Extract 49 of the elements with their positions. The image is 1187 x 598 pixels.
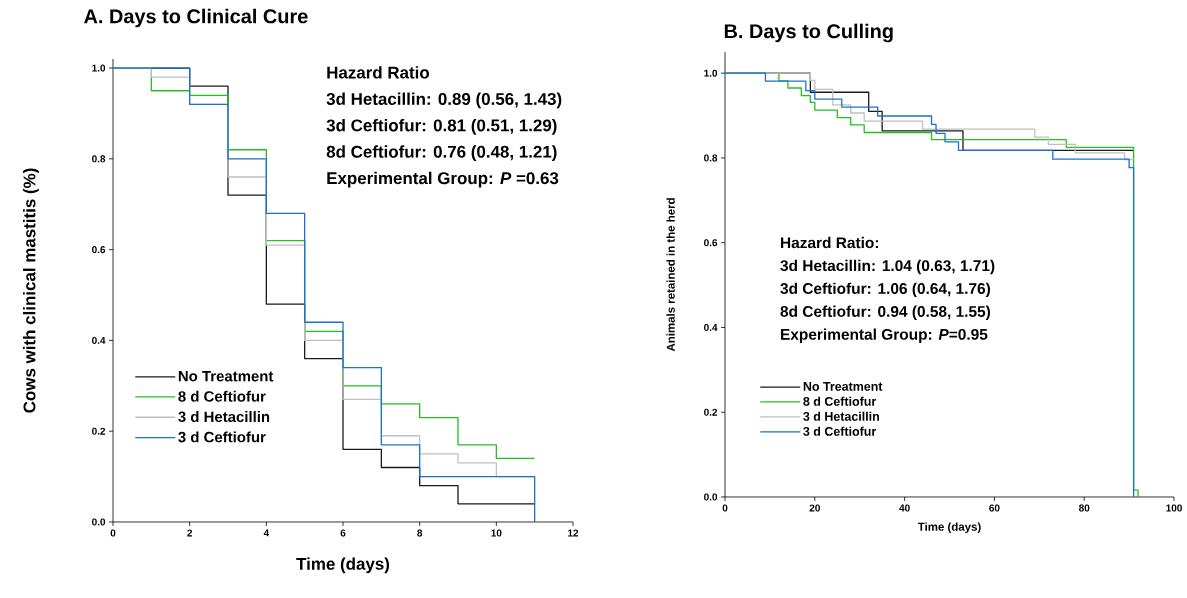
x-tick-label: 20	[809, 504, 820, 512]
annotation: 3d Hetacillin: 0.89 (0.56, 1.43)	[326, 92, 562, 109]
legend-label: 8 d Ceftiofur	[178, 390, 266, 402]
x-tick-label: 8	[417, 529, 423, 537]
legend-label: 3 d Ceftiofur	[178, 431, 266, 443]
y-axis-title: Animals retained in the herd	[666, 198, 675, 352]
x-tick-label: 0	[110, 529, 116, 537]
legend-label: No Treatment	[803, 382, 883, 391]
legend-label: No Treatment	[178, 371, 274, 382]
x-axis-title: Time (days)	[296, 557, 390, 574]
y-tick-label: 0.8	[704, 154, 718, 162]
y-tick-label: 0.0	[92, 518, 106, 526]
chart-title: A. Days to Clinical Cure	[84, 8, 308, 28]
annotation: Hazard Ratio:	[781, 236, 879, 249]
x-tick-label: 10	[491, 529, 502, 537]
x-tick-label: 60	[989, 504, 1000, 512]
legend-label: 8 d Ceftiofur	[803, 396, 877, 406]
y-tick-label: 0.2	[704, 408, 718, 416]
legend-label: 3 d Hetacillin	[178, 411, 270, 423]
x-tick-label: 2	[187, 529, 193, 537]
y-tick-label: 0.8	[92, 155, 106, 163]
legend-label: 3 d Hetacillin	[803, 411, 879, 421]
y-tick-label: 0.4	[92, 336, 106, 344]
y-tick-label: 0.6	[704, 239, 718, 247]
annotation: 3d Ceftiofur: 1.06 (0.64, 1.76)	[780, 282, 991, 298]
annotation: 8d Ceftiofur: 0.76 (0.48, 1.21)	[326, 145, 557, 162]
y-tick-label: 0.4	[704, 323, 718, 331]
y-tick-label: 1.0	[92, 64, 106, 72]
annotation: Hazard Ratio	[327, 66, 430, 79]
y-tick-label: 0.0	[704, 493, 718, 501]
annotation: 8d Ceftiofur: 0.94 (0.58, 1.55)	[780, 305, 991, 320]
x-tick-label: 4	[263, 529, 270, 537]
y-tick-label: 0.6	[92, 246, 106, 254]
x-tick-label: 0	[722, 504, 728, 512]
x-tick-label: 12	[568, 529, 579, 537]
annotation: 3d Ceftiofur: 0.81 (0.51, 1.29)	[326, 118, 557, 135]
x-tick-label: 80	[1078, 504, 1090, 512]
y-tick-label: 1.0	[704, 69, 718, 77]
x-tick-label: 40	[899, 504, 910, 512]
y-tick-label: 0.2	[92, 427, 106, 435]
y-axis-title: Cows with clinical mastitis (%)	[23, 168, 39, 413]
x-axis-title: Time (days)	[917, 522, 981, 534]
annotation: Experimental Group: P=0.95	[781, 328, 988, 343]
annotation: Experimental Group: P =0.63	[327, 171, 559, 188]
x-tick-label: 100	[1166, 504, 1182, 512]
x-tick-label: 6	[340, 529, 346, 537]
legend-label: 3 d Ceftiofur	[803, 426, 877, 436]
chart-title: B. Days to Culling	[724, 23, 893, 43]
annotation: 3d Hetacillin: 1.04 (0.63, 1.71)	[780, 259, 995, 275]
